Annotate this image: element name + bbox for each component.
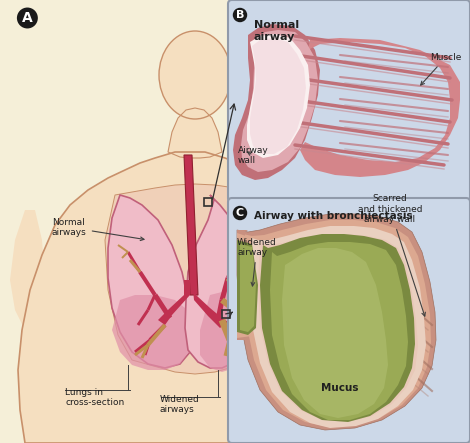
Polygon shape — [137, 309, 149, 326]
Polygon shape — [234, 287, 246, 303]
Ellipse shape — [159, 31, 231, 119]
Polygon shape — [134, 344, 149, 356]
Polygon shape — [134, 339, 151, 353]
Bar — [204, 198, 212, 206]
Polygon shape — [234, 256, 245, 267]
Polygon shape — [230, 307, 242, 321]
Polygon shape — [138, 271, 157, 296]
Text: A: A — [22, 11, 33, 25]
Text: Mucus: Mucus — [321, 383, 359, 393]
Polygon shape — [168, 108, 222, 158]
Text: Normal
airway: Normal airway — [254, 20, 299, 42]
Text: Lungs in
cross-section: Lungs in cross-section — [65, 388, 124, 408]
Text: Airway with bronchiectasis: Airway with bronchiectasis — [254, 211, 413, 221]
Polygon shape — [250, 38, 306, 154]
FancyBboxPatch shape — [228, 198, 470, 443]
Bar — [222, 310, 230, 318]
Polygon shape — [226, 276, 238, 290]
Polygon shape — [112, 295, 192, 370]
Polygon shape — [200, 290, 254, 372]
Polygon shape — [108, 195, 192, 368]
Text: Normal
airways: Normal airways — [52, 218, 144, 241]
Polygon shape — [258, 234, 418, 422]
Polygon shape — [220, 298, 234, 311]
Polygon shape — [216, 299, 225, 320]
Polygon shape — [243, 220, 431, 427]
Polygon shape — [121, 251, 129, 259]
Polygon shape — [241, 30, 318, 172]
Polygon shape — [158, 280, 190, 325]
Text: Scarred
and thickened
airway wall: Scarred and thickened airway wall — [358, 194, 425, 316]
Polygon shape — [247, 34, 310, 158]
Polygon shape — [300, 38, 460, 177]
FancyBboxPatch shape — [228, 0, 470, 202]
Polygon shape — [260, 234, 415, 422]
Polygon shape — [219, 319, 233, 341]
Text: Airway
wall: Airway wall — [238, 146, 269, 165]
Text: B: B — [236, 10, 244, 20]
Text: Muscle: Muscle — [421, 53, 462, 85]
Polygon shape — [238, 319, 250, 337]
Text: C: C — [236, 208, 244, 218]
Polygon shape — [118, 244, 129, 253]
Polygon shape — [184, 155, 198, 295]
Polygon shape — [147, 294, 157, 311]
Polygon shape — [250, 226, 426, 428]
Polygon shape — [10, 210, 45, 330]
Polygon shape — [190, 280, 228, 328]
Polygon shape — [226, 257, 237, 279]
Polygon shape — [147, 324, 166, 346]
Polygon shape — [149, 323, 166, 342]
Polygon shape — [219, 277, 230, 301]
Polygon shape — [105, 184, 285, 374]
Polygon shape — [127, 251, 141, 273]
Polygon shape — [237, 233, 252, 338]
Polygon shape — [141, 344, 149, 359]
Polygon shape — [233, 24, 320, 180]
Polygon shape — [153, 294, 172, 319]
Text: Widened
airway: Widened airway — [237, 237, 277, 286]
Polygon shape — [270, 242, 408, 420]
Polygon shape — [227, 339, 241, 359]
Polygon shape — [18, 152, 330, 443]
Polygon shape — [282, 248, 388, 418]
Polygon shape — [237, 230, 248, 340]
Polygon shape — [237, 214, 436, 430]
Polygon shape — [237, 240, 258, 335]
Polygon shape — [294, 210, 328, 330]
Polygon shape — [224, 339, 233, 357]
Text: Widened
airways: Widened airways — [160, 395, 200, 414]
Polygon shape — [129, 259, 141, 273]
Polygon shape — [240, 244, 256, 332]
Polygon shape — [185, 195, 254, 368]
Polygon shape — [143, 339, 151, 355]
